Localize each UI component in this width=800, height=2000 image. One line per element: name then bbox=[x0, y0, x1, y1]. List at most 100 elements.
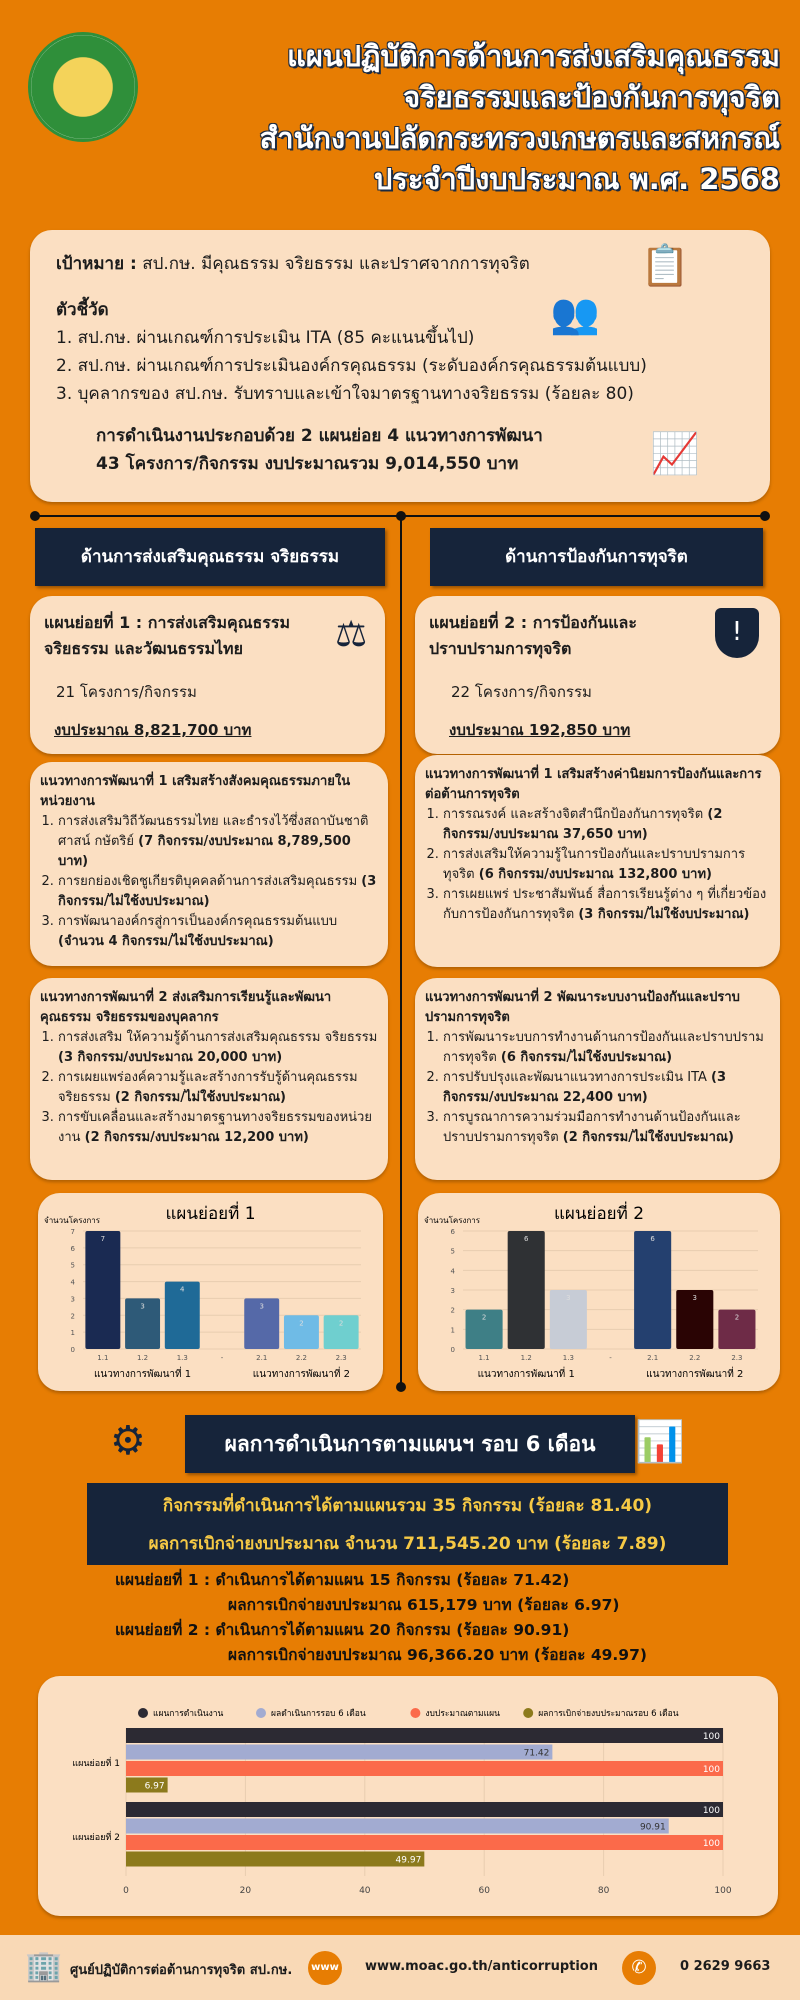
shield-warning-icon: ! bbox=[715, 608, 759, 658]
approach-title: แนวทางการพัฒนาที่ 1 เสริมสร้างค่านิยมการ… bbox=[425, 767, 762, 802]
chart-title: แผนย่อยที่ 2 bbox=[554, 1201, 644, 1224]
title-line: จริยธรรมและป้องกันการทุจริต bbox=[403, 80, 780, 114]
chart-svg: แผนการดำเนินงาน ผลดำเนินการรอบ 6 เดือน งบป… bbox=[72, 1708, 732, 1896]
legend-swatch bbox=[523, 1708, 534, 1718]
bar-value-label: 2 bbox=[482, 1314, 486, 1322]
x-tick-label: 1.1 bbox=[97, 1354, 108, 1362]
x-tick-label: 2.2 bbox=[296, 1354, 307, 1362]
y-tick-label: 2 bbox=[451, 1307, 455, 1315]
money-growth-icon: 📈 bbox=[650, 431, 700, 477]
approach-title: แนวทางการพัฒนาที่ 1 เสริมสร้างสังคมคุณธร… bbox=[40, 774, 351, 809]
project-count: 22 โครงการ/กิจกรรม bbox=[451, 683, 592, 701]
y-tick-label: 1 bbox=[71, 1329, 75, 1337]
x-tick-label: 1.3 bbox=[563, 1354, 574, 1362]
plan-title: ปราบปรามการทุจริต bbox=[429, 639, 572, 658]
scales-icon: ⚖ bbox=[335, 614, 368, 655]
indicators-title: ตัวชี้วัด bbox=[56, 300, 109, 320]
x-tick-label: 100 bbox=[714, 1886, 731, 1896]
x-tick-label: 20 bbox=[240, 1886, 252, 1896]
y-axis-label: จำนวนโครงการ bbox=[424, 1215, 481, 1225]
indicator: 3. บุคลากรของ สป.กษ. รับทราบและเข้าใจมาต… bbox=[56, 384, 634, 404]
divider-dot bbox=[396, 1382, 406, 1392]
gears-icon: ⚙ bbox=[110, 1418, 146, 1464]
y-tick-label: 5 bbox=[451, 1248, 455, 1256]
y-tick-label: 6 bbox=[451, 1228, 456, 1236]
group-label: แนวทางการพัฒนาที่ 1 bbox=[478, 1366, 575, 1380]
bar bbox=[323, 1315, 359, 1349]
title-line: สำนักงานปลัดกระทรวงเกษตรและสหกรณ์ bbox=[259, 121, 780, 155]
x-tick-label: 2.2 bbox=[689, 1354, 700, 1362]
bar-value-label: 49.97 bbox=[396, 1856, 422, 1866]
bar bbox=[126, 1761, 723, 1776]
approach-item: การปรับปรุงและพัฒนาแนวทางการประเมิน ITA … bbox=[443, 1068, 770, 1108]
website-link[interactable]: www.moac.go.th/anticorruption bbox=[365, 1959, 598, 1974]
plan-title: แผนย่อยที่ 2 : การป้องกันและ bbox=[429, 613, 637, 632]
approach-item: การรณรงค์ และสร้างจิตสำนึกป้องกันการทุจร… bbox=[443, 805, 770, 845]
bar-value-label: 2 bbox=[735, 1314, 739, 1322]
approach-item: การเผยแพร่องค์ความรู้และสร้างการรับรู้ด้… bbox=[58, 1068, 378, 1108]
bar-value-label: 3 bbox=[259, 1302, 263, 1310]
bar bbox=[676, 1290, 714, 1349]
ministry-logo bbox=[28, 32, 138, 142]
y-tick-label: 6 bbox=[71, 1245, 76, 1253]
y-tick-label: 3 bbox=[71, 1295, 75, 1303]
goal-card: เป้าหมาย : สป.กษ. มีคุณธรรม จริยธรรม และ… bbox=[30, 230, 770, 502]
sub-plan-1-chart: แผนย่อยที่ 1 จำนวนโครงการ 0 1 2 3 4 5 6 7 1.1 7 1.2 3… bbox=[38, 1193, 383, 1391]
team-target-icon: 👥 bbox=[550, 291, 600, 337]
x-tick-label: 1.2 bbox=[137, 1354, 148, 1362]
bar bbox=[244, 1298, 280, 1349]
sub-plan-results: แผนย่อยที่ 1 : ดำเนินการได้ตามแผน 15 กิจ… bbox=[115, 1568, 647, 1668]
result-line: แผนย่อยที่ 2 : ดำเนินการได้ตามแผน 20 กิจ… bbox=[115, 1621, 570, 1639]
legend-swatch bbox=[256, 1708, 266, 1718]
chart-title: แผนย่อยที่ 1 bbox=[165, 1201, 255, 1224]
approach-title: แนวทางการพัฒนาที่ 2 พัฒนาระบบงานป้องกันแ… bbox=[425, 990, 740, 1025]
phone-number: 0 2629 9663 bbox=[680, 1959, 771, 1974]
stat-line: ผลการเบิกจ่ายงบประมาณ จำนวน 711,545.20 บ… bbox=[148, 1534, 667, 1554]
approach-item: การยกย่องเชิดชูเกียรติบุคคลด้านการส่งเสร… bbox=[58, 872, 378, 912]
sub-plan-1-card: แผนย่อยที่ 1 : การส่งเสริมคุณธรรม จริยธร… bbox=[30, 596, 385, 754]
x-tick-label: 1.2 bbox=[521, 1354, 532, 1362]
bar-value-label: 100 bbox=[703, 1839, 720, 1849]
legend-label: ผลดำเนินการรอบ 6 เดือน bbox=[271, 1708, 366, 1719]
y-tick-label: 7 bbox=[71, 1228, 75, 1236]
sub-plan-2-card: แผนย่อยที่ 2 : การป้องกันและ ปราบปรามการ… bbox=[415, 596, 780, 754]
growth-gauge-icon: 📊 bbox=[635, 1419, 685, 1465]
bar-value-label: 90.91 bbox=[640, 1823, 666, 1833]
y-tick-label: 4 bbox=[451, 1267, 456, 1275]
right-approach-2: แนวทางการพัฒนาที่ 2 พัฒนาระบบงานป้องกันแ… bbox=[415, 978, 780, 1180]
bar bbox=[126, 1744, 553, 1760]
plan-title: จริยธรรม และวัฒนธรรมไทย bbox=[44, 639, 243, 658]
y-tick-label: 0 bbox=[451, 1346, 455, 1354]
bar bbox=[507, 1231, 545, 1349]
bar-value-label: 6 bbox=[524, 1235, 529, 1243]
y-tick-label: 0 bbox=[71, 1346, 75, 1354]
group-label: แนวทางการพัฒนาที่ 1 bbox=[94, 1366, 191, 1380]
approach-item: การส่งเสริม ให้ความรู้ด้านการส่งเสริมคุณ… bbox=[58, 1028, 378, 1068]
budget: งบประมาณ 8,821,700 บาท bbox=[54, 721, 252, 739]
bar-value-label: 2 bbox=[339, 1319, 343, 1327]
approach-title: แนวทางการพัฒนาที่ 2 ส่งเสริมการเรียนรู้แ… bbox=[40, 990, 332, 1025]
bar-value-label: 3 bbox=[693, 1294, 697, 1302]
y-category-label: แผนย่อยที่ 1 bbox=[72, 1756, 120, 1769]
building-location-icon: 🏢 bbox=[25, 1949, 63, 1984]
right-approach-1: แนวทางการพัฒนาที่ 1 เสริมสร้างค่านิยมการ… bbox=[415, 755, 780, 967]
prevention-header: ด้านการป้องกันการทุจริต bbox=[430, 528, 763, 586]
results-banner: ผลการดำเนินการตามแผนฯ รอบ 6 เดือน bbox=[185, 1415, 635, 1473]
page-title: แผนปฏิบัติการด้านการส่งเสริมคุณธรรม จริย… bbox=[150, 36, 780, 200]
bar bbox=[126, 1818, 669, 1834]
chart-svg: แผนย่อยที่ 2 จำนวนโครงการ 0 1 2 3 4 5 6 1.1 2 1.2 6 1… bbox=[424, 1201, 758, 1380]
budget: งบประมาณ 192,850 บาท bbox=[449, 721, 631, 739]
y-tick-label: 3 bbox=[451, 1287, 455, 1295]
bar-value-label: 7 bbox=[101, 1235, 105, 1243]
bar bbox=[126, 1802, 723, 1817]
approach-item: การเผยแพร่ ประชาสัมพันธ์ สื่อการเรียนรู้… bbox=[443, 885, 770, 925]
y-tick-label: 5 bbox=[71, 1262, 75, 1270]
goal-label: เป้าหมาย : bbox=[56, 254, 137, 274]
approach-item: การส่งเสริมให้ความรู้ในการป้องกันและปราบ… bbox=[443, 845, 770, 885]
bar-value-label: 71.42 bbox=[524, 1749, 550, 1759]
project-count: 21 โครงการ/กิจกรรม bbox=[56, 683, 197, 701]
y-tick-label: 2 bbox=[71, 1312, 75, 1320]
checklist-target-icon: 📋 bbox=[640, 243, 690, 289]
x-tick-label: 2.1 bbox=[647, 1354, 658, 1362]
x-tick-label: 1.3 bbox=[177, 1354, 188, 1362]
